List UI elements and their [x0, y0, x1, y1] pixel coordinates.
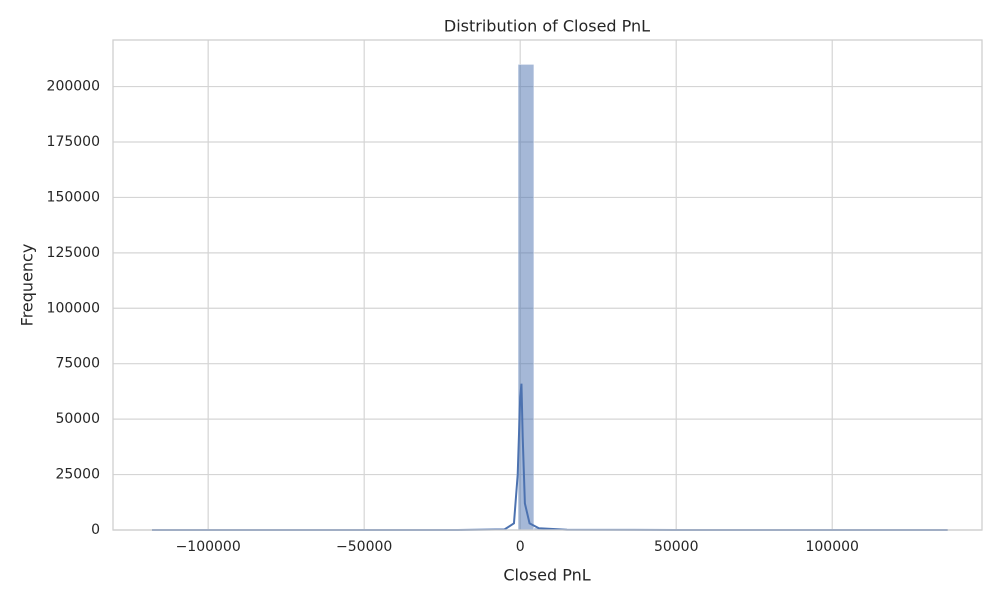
x-tick-label: 50000 [654, 539, 699, 555]
x-axis-label: Closed PnL [503, 566, 590, 585]
x-tick-label: −100000 [176, 539, 241, 555]
y-tick-label: 50000 [55, 411, 100, 427]
y-tick-label: 25000 [55, 467, 100, 483]
y-tick-label: 100000 [47, 300, 100, 316]
y-tick-label: 175000 [47, 134, 100, 150]
x-tick-label: 100000 [805, 539, 858, 555]
chart-title: Distribution of Closed PnL [444, 17, 650, 36]
x-tick-label: 0 [516, 539, 525, 555]
y-tick-label: 200000 [47, 79, 100, 95]
y-axis-label: Frequency [18, 244, 37, 327]
x-tick-label: −50000 [336, 539, 392, 555]
y-tick-label: 125000 [47, 245, 100, 261]
y-tick-label: 150000 [47, 189, 100, 205]
plot-frame [112, 39, 983, 531]
y-tick-label: 0 [91, 522, 100, 538]
histogram-bar [517, 64, 535, 531]
y-tick-label: 75000 [55, 356, 100, 372]
